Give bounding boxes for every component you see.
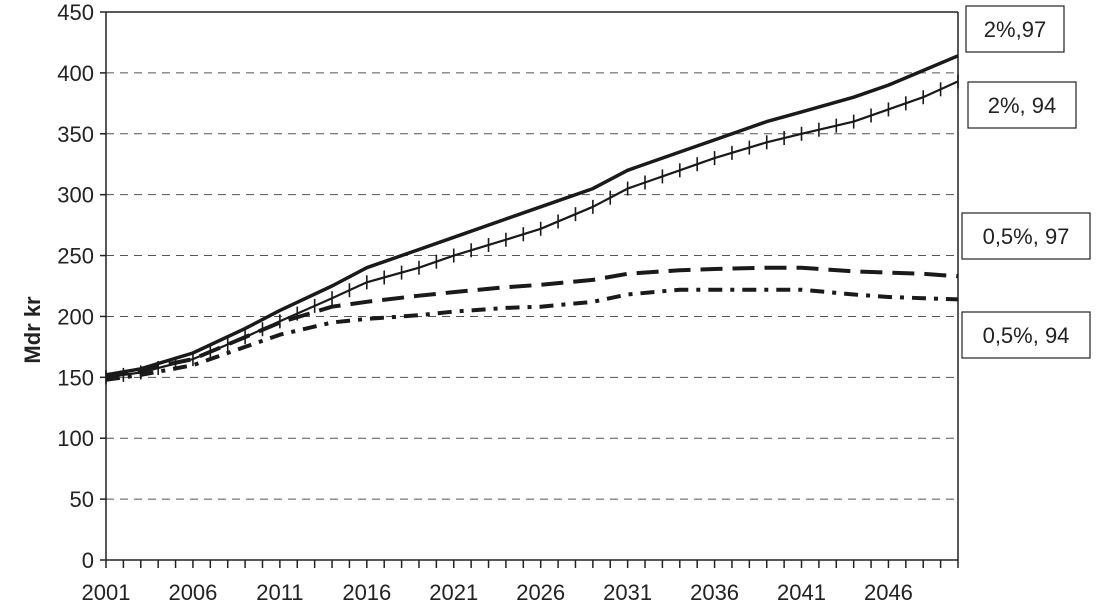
series-lines: [105, 54, 959, 385]
y-tick-label: 0: [82, 548, 94, 573]
legend-label-1: 2%,97: [984, 17, 1046, 42]
x-tick-labels: 2001 2006 2011 2016 2021 2026 2031 2036 2041 2046: [82, 580, 913, 605]
x-tick-label: 2031: [603, 580, 652, 605]
y-tick-label: 200: [57, 304, 94, 329]
legend-label-2: 2%, 94: [988, 93, 1057, 118]
x-tick-label: 2006: [168, 580, 217, 605]
legend-box-3: [961, 212, 1091, 260]
series-line-3: [105, 265, 959, 379]
y-tick-label: 450: [57, 0, 94, 25]
x-tick-label: 2021: [429, 580, 478, 605]
series-line-4: [105, 287, 959, 382]
x-tick-label: 2016: [342, 580, 391, 605]
y-tick-label: 300: [57, 183, 94, 208]
legend-label-4: 0,5%, 94: [983, 323, 1070, 348]
x-tick-label: 2026: [516, 580, 565, 605]
legend-box-4: [961, 311, 1091, 359]
x-tick-label: 2041: [777, 580, 826, 605]
y-tick-label: 250: [57, 244, 94, 269]
x-tick-label: 2001: [82, 580, 131, 605]
y-tick-label: 400: [57, 61, 94, 86]
x-tick-label: 2011: [256, 580, 303, 605]
grid-lines: [106, 11, 958, 500]
series-line-1: [105, 54, 959, 377]
y-tick-label: 50: [70, 487, 94, 512]
axes: [100, 11, 959, 568]
legend: 2%,97 2%, 94 0,5%, 97 0,5%, 94: [961, 5, 1091, 359]
y-tick-label: 350: [57, 122, 94, 147]
x-tick-label: 2036: [690, 580, 739, 605]
y-axis-label: Mdr kr: [20, 296, 45, 364]
y-tick-label: 150: [57, 365, 94, 390]
x-tick-label: 2046: [864, 580, 913, 605]
legend-box-2: [967, 81, 1077, 129]
y-tick-labels: 0 50 100 150 200 250 300 350 400 450: [57, 0, 94, 573]
legend-box-1: [965, 5, 1065, 53]
y-tick-label: 100: [57, 426, 94, 451]
legend-label-3: 0,5%, 97: [983, 224, 1070, 249]
